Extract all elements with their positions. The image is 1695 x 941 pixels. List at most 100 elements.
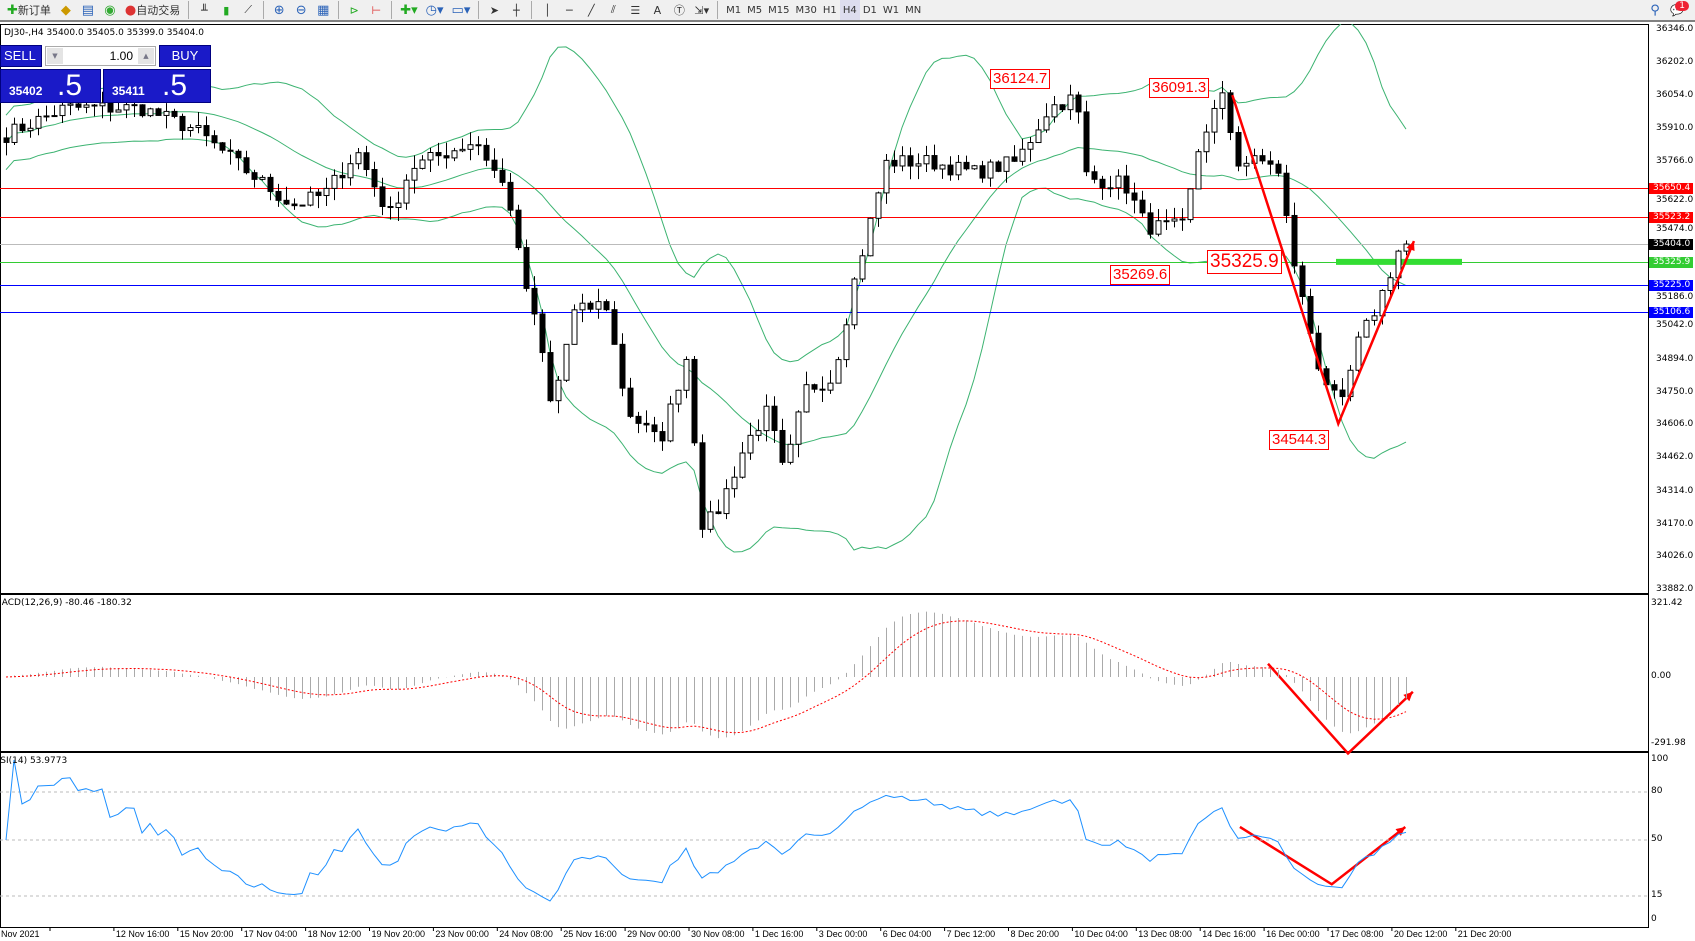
price-annotation[interactable]: 35269.6 [1110,265,1171,285]
rsi-tick-label: 0 [1651,914,1657,924]
time-axis-label: 24 Nov 08:00 [499,929,553,939]
chart-shift-button[interactable]: ⊢ [366,0,386,20]
crosshair-button[interactable]: ┼ [506,0,526,20]
timeframe-m5[interactable]: M5 [747,4,763,16]
price-annotation[interactable]: 35325.9 [1207,250,1282,274]
candle-bear [1259,155,1266,162]
time-axis-label: 25 Nov 16:00 [563,929,617,939]
fibonacci-button[interactable]: ☰ [625,0,645,20]
text-button[interactable]: A [647,0,667,20]
indicators-button[interactable]: ✚▾ [397,0,420,20]
separator [478,1,480,19]
candle-bull [355,152,362,165]
candle-bear [691,358,698,444]
candle-bear [1307,296,1314,334]
candle-bull [1355,336,1362,371]
candle-bull [939,164,946,170]
time-axis-label: 7 Dec 12:00 [946,929,996,939]
new-order-button[interactable]: ✚ 新订单 [7,2,51,18]
templates-button[interactable]: ▭▾ [449,0,474,20]
candle-bull [99,102,106,107]
market-watch-button[interactable]: ◆ [56,0,76,20]
candle-bull [723,488,730,515]
candle-bear [979,165,986,179]
horizontal-line-icon: ─ [566,3,573,17]
line-chart-button[interactable]: ⟋ [238,0,258,20]
timeframe-m15[interactable]: M15 [768,4,790,16]
time-axis-label: 14 Dec 16:00 [1202,929,1256,939]
autoscroll-button[interactable]: ⊳ [344,0,364,20]
cursor-button[interactable]: ➤ [484,0,504,20]
chart-area[interactable] [0,24,1695,941]
tile-windows-button[interactable]: ▦ [313,0,333,20]
horizontal-line-button[interactable]: ─ [559,0,579,20]
sell-button[interactable]: SELL [0,45,42,67]
price-tick-label: 34606.0 [1656,419,1694,430]
buy-button[interactable]: BUY [159,45,211,67]
signals-button[interactable]: ◉ [100,0,120,20]
rsi-tick-label: 100 [1651,754,1669,764]
separator [338,1,340,19]
sell-price-button[interactable]: 35402.5 [0,69,101,103]
candle-bull [563,343,570,381]
price-annotation[interactable]: 34544.3 [1269,430,1330,450]
timeframe-h1[interactable]: H1 [822,4,837,16]
zoom-out-button[interactable]: ⊖ [291,0,311,20]
timeframe-d1[interactable]: D1 [862,4,877,16]
candle-chart-button[interactable]: ▮ [216,0,236,20]
candle-bear [1235,131,1242,167]
price-level-tag: 35225.0 [1649,279,1693,291]
candle-bull [43,115,50,118]
channel-icon: ⫽ [610,3,616,16]
candle-bear [131,104,138,107]
text-label-button[interactable]: Ⓣ [669,0,689,20]
navigator-icon: ▤ [81,2,95,18]
candle-bull [851,278,858,326]
bollinger-middle [5,111,1407,446]
price-annotation[interactable]: 36124.7 [990,69,1051,89]
lot-decrease-button[interactable]: ▼ [47,48,63,64]
candle-bull [187,127,194,132]
zoom-in-button[interactable]: ⊕ [269,0,289,20]
candle-bear [1267,160,1274,165]
search-button[interactable]: ⚲ [1645,0,1665,20]
trendline-button[interactable]: ╱ [581,0,601,20]
candle-bull [1171,218,1178,222]
price-tick-label: 36346.0 [1656,24,1694,34]
timeframe-h4[interactable]: H4 [839,0,860,20]
candle-bull [1051,104,1058,118]
navigator-button[interactable]: ▤ [78,0,98,20]
candle-bear [819,388,826,391]
candle-bear [1139,199,1146,214]
candle-bull [731,476,738,490]
bar-chart-button[interactable]: ╨ [194,0,214,20]
channel-button[interactable]: ⫽ [603,0,623,20]
timeframe-m30[interactable]: M30 [795,4,817,16]
time-axis-label: 20 Dec 12:00 [1393,929,1448,939]
vertical-line-icon: │ [544,3,551,17]
candle-bull [1211,107,1218,133]
chart-header: DJ30-,H4 35400.0 35405.0 35399.0 35404.0 [4,28,204,38]
arrows-button[interactable]: ⇲▾ [691,0,712,20]
candle-bull [59,104,66,117]
candle-bear [1123,175,1130,194]
lot-size-input[interactable]: 1.00 [45,46,156,66]
timeframe-mn[interactable]: MN [905,4,922,16]
timeframe-m1[interactable]: M1 [726,4,742,16]
candle-bear [659,431,666,442]
time-axis-label: 17 Dec 08:00 [1330,929,1384,939]
timeframe-w1[interactable]: W1 [882,4,900,16]
auto-trading-button[interactable]: ● 自动交易 [124,2,181,18]
bar-chart-icon: ╨ [200,3,208,17]
price-annotation[interactable]: 36091.3 [1149,78,1210,98]
candle-bear [771,405,778,431]
vertical-line-button[interactable]: │ [537,0,557,20]
separator [263,1,265,19]
candle-bull [451,150,458,159]
price-tick-label: 35474.0 [1656,223,1694,234]
candle-bear [203,125,210,137]
periods-button[interactable]: ◷▾ [423,0,447,20]
lot-increase-button[interactable]: ▲ [138,48,154,64]
notifications-button[interactable]: 💬1 [1667,0,1689,20]
buy-price-button[interactable]: 35411.5 [103,69,211,103]
